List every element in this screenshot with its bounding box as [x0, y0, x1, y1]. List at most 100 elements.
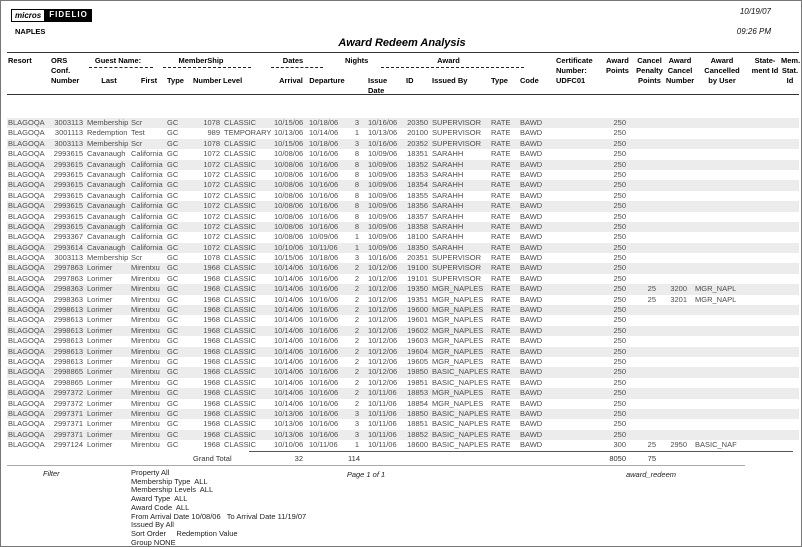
cell-membership-type: GC: [167, 149, 179, 159]
cell-membership-type: GC: [167, 190, 179, 200]
cell-statement-id: [749, 284, 781, 295]
cell-membership-level: CLASSIC: [224, 408, 257, 418]
cell-membership-level: CLASSIC: [224, 336, 257, 346]
cell-issue-date: 10/09/06: [368, 180, 398, 190]
col-last-name: Last: [101, 76, 117, 85]
cell-certificate-number: [556, 388, 601, 399]
cell-award-type: RATE: [491, 305, 511, 315]
cell-mem-stat-id: [781, 357, 799, 368]
cell-mem-stat-id: [781, 440, 799, 451]
cell-award-id: 18600: [407, 440, 428, 450]
table-row: BLAGOQA 2998613 Lorimer Mirentxu GC 1968 CLASS…: [7, 305, 799, 316]
cell-mem-stat-id: [781, 201, 799, 212]
cell-departure-date: 10/11/06: [309, 242, 338, 252]
cell-departure-date: 10/16/06: [309, 377, 339, 387]
cell-first-name: Mirentxu: [131, 356, 160, 366]
cell-certificate-number: [556, 170, 601, 181]
table-row: BLAGOQA 2997371 Lorimer Mirentxu GC 1968 CLASS…: [7, 429, 799, 441]
table-row: BLAGOQA 2993615 Cavanaugh California GC 1072 C…: [7, 212, 799, 222]
cell-resort: BLAGOQA: [8, 273, 45, 283]
cell-membership-number: 1968: [203, 315, 220, 325]
cell-issue-date: 10/09/06: [368, 169, 398, 179]
cell-award-cancel-number: [665, 378, 695, 389]
cell-award-code: BAWD: [520, 232, 543, 242]
cell-cancel-penalty-points: [634, 378, 665, 389]
cell-award-cancel-number: [665, 430, 695, 441]
cell-membership-number: 1968: [203, 305, 220, 315]
cell-award-points: 250: [613, 273, 626, 283]
cell-arrival-date: 10/14/06: [274, 325, 304, 335]
cell-issue-date: 10/09/06: [368, 221, 398, 231]
cell-resort: BLAGOQA: [8, 315, 45, 325]
cell-departure-date: 10/16/06: [309, 367, 339, 377]
cell-award-cancel-number: [665, 149, 695, 160]
cell-issue-date: 10/09/06: [368, 232, 398, 242]
cell-membership-level: CLASSIC: [224, 201, 257, 211]
cell-award-cancel-number: [665, 367, 695, 378]
cell-nights: 2: [354, 367, 359, 377]
cell-statement-id: [749, 170, 781, 181]
cell-first-name: Mirentxu: [131, 325, 160, 335]
cell-award-code: BAWD: [520, 159, 543, 169]
filter-line: Membership Levels ALL: [131, 485, 214, 495]
cell-resort: BLAGOQA: [8, 118, 45, 127]
cell-statement-id: [749, 367, 781, 378]
col-award-id: ID: [406, 76, 414, 85]
cell-statement-id: [749, 440, 781, 451]
cell-award-cancel-number: [665, 315, 695, 326]
cell-statement-id: [749, 180, 781, 191]
cell-cancel-penalty-points: [634, 118, 665, 129]
cell-award-type: RATE: [491, 356, 511, 366]
cell-issue-date: 10/09/06: [368, 211, 398, 221]
cell-issue-date: 10/12/06: [368, 263, 398, 273]
table-row: BLAGOQA 2993615 Cavanaugh California GC 1072 C…: [7, 170, 799, 180]
cell-issued-by: SUPERVISOR: [432, 253, 482, 263]
cell-certificate-number: [556, 263, 601, 274]
cell-mem-stat-id: [781, 139, 799, 150]
cell-issued-by: SARAHH: [432, 169, 464, 179]
grand-total-count: 32: [294, 454, 303, 463]
cell-last-name: Cavanaugh: [87, 149, 126, 159]
cell-mem-stat-id: [781, 212, 799, 223]
cell-certificate-number: [556, 326, 601, 337]
cell-certificate-number: [556, 149, 601, 160]
table-row: BLAGOQA 2997124 Lorimer Mirentxu GC 1968 CLASS…: [7, 440, 799, 450]
cell-resort: BLAGOQA: [8, 388, 45, 398]
cell-ors-conf-number: 2997863: [53, 263, 83, 273]
dates-divider: [271, 67, 323, 68]
cell-award-type: RATE: [491, 169, 511, 179]
cell-membership-number: 1968: [203, 377, 220, 387]
cell-award-cancelled-by-user: [695, 367, 749, 378]
cell-cancel-penalty-points: [634, 201, 665, 212]
cell-arrival-date: 10/14/06: [274, 398, 304, 408]
cell-membership-type: GC: [167, 221, 179, 231]
cell-departure-date: 10/18/06: [309, 118, 339, 127]
cell-statement-id: [749, 191, 781, 202]
cell-membership-number: 1968: [203, 325, 220, 335]
cell-last-name: Cavanaugh: [87, 201, 126, 211]
cell-arrival-date: 10/14/06: [274, 367, 304, 377]
cell-resort: BLAGOQA: [8, 367, 45, 377]
cell-award-cancel-number: [665, 128, 695, 139]
cell-award-type: RATE: [491, 398, 511, 408]
cell-award-cancelled-by-user: [695, 160, 749, 171]
cell-membership-level: CLASSIC: [224, 305, 257, 315]
cell-membership-number: 1072: [203, 159, 220, 169]
cell-ors-conf-number: 2997371: [53, 429, 83, 439]
cell-first-name: Mirentxu: [131, 388, 160, 398]
filter-label: Filter: [43, 469, 60, 478]
cell-award-type: RATE: [491, 232, 511, 242]
cell-arrival-date: 10/08/06: [274, 190, 304, 200]
cell-award-id: 19850: [407, 367, 428, 377]
cell-mem-stat-id: [781, 263, 799, 274]
cell-membership-type: GC: [167, 169, 179, 179]
cell-issued-by: BASIC_NAPLES: [432, 367, 489, 377]
col-ors-conf-number: ORS Conf. Number: [51, 56, 80, 85]
cell-membership-type: GC: [167, 159, 179, 169]
cell-last-name: Cavanaugh: [87, 211, 126, 221]
cell-award-points: 250: [613, 429, 626, 439]
cell-award-type: RATE: [491, 419, 511, 429]
table-row: BLAGOQA 2997863 Lorimer Mirentxu GC 1968 CLASS…: [7, 263, 799, 274]
cell-award-cancelled-by-user: [695, 378, 749, 389]
cell-award-id: 18350: [407, 242, 428, 252]
